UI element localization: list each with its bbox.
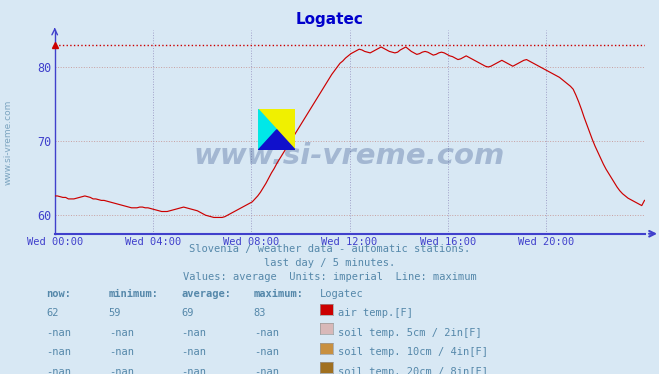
Text: -nan: -nan — [181, 367, 206, 374]
Text: now:: now: — [46, 289, 71, 299]
Text: -nan: -nan — [109, 347, 134, 357]
Text: soil temp. 20cm / 8in[F]: soil temp. 20cm / 8in[F] — [338, 367, 488, 374]
Text: -nan: -nan — [181, 328, 206, 338]
Text: -nan: -nan — [254, 328, 279, 338]
Text: -nan: -nan — [46, 328, 71, 338]
Text: average:: average: — [181, 289, 231, 299]
Text: -nan: -nan — [109, 328, 134, 338]
Text: Logatec: Logatec — [296, 12, 363, 27]
Text: -nan: -nan — [46, 347, 71, 357]
Text: air temp.[F]: air temp.[F] — [338, 308, 413, 318]
Text: -nan: -nan — [109, 367, 134, 374]
Text: www.si-vreme.com: www.si-vreme.com — [3, 99, 13, 185]
Text: -nan: -nan — [181, 347, 206, 357]
Text: 59: 59 — [109, 308, 121, 318]
Polygon shape — [258, 130, 295, 150]
Text: www.si-vreme.com: www.si-vreme.com — [194, 142, 505, 170]
Text: -nan: -nan — [254, 347, 279, 357]
Text: -nan: -nan — [46, 367, 71, 374]
Text: soil temp. 5cm / 2in[F]: soil temp. 5cm / 2in[F] — [338, 328, 482, 338]
Text: 62: 62 — [46, 308, 59, 318]
Text: Logatec: Logatec — [320, 289, 363, 299]
Text: 69: 69 — [181, 308, 194, 318]
Text: Slovenia / weather data - automatic stations.: Slovenia / weather data - automatic stat… — [189, 244, 470, 254]
Text: 83: 83 — [254, 308, 266, 318]
Text: Values: average  Units: imperial  Line: maximum: Values: average Units: imperial Line: ma… — [183, 272, 476, 282]
Text: -nan: -nan — [254, 367, 279, 374]
Text: minimum:: minimum: — [109, 289, 159, 299]
Polygon shape — [258, 110, 277, 150]
Text: soil temp. 10cm / 4in[F]: soil temp. 10cm / 4in[F] — [338, 347, 488, 357]
Text: last day / 5 minutes.: last day / 5 minutes. — [264, 258, 395, 268]
Text: maximum:: maximum: — [254, 289, 304, 299]
